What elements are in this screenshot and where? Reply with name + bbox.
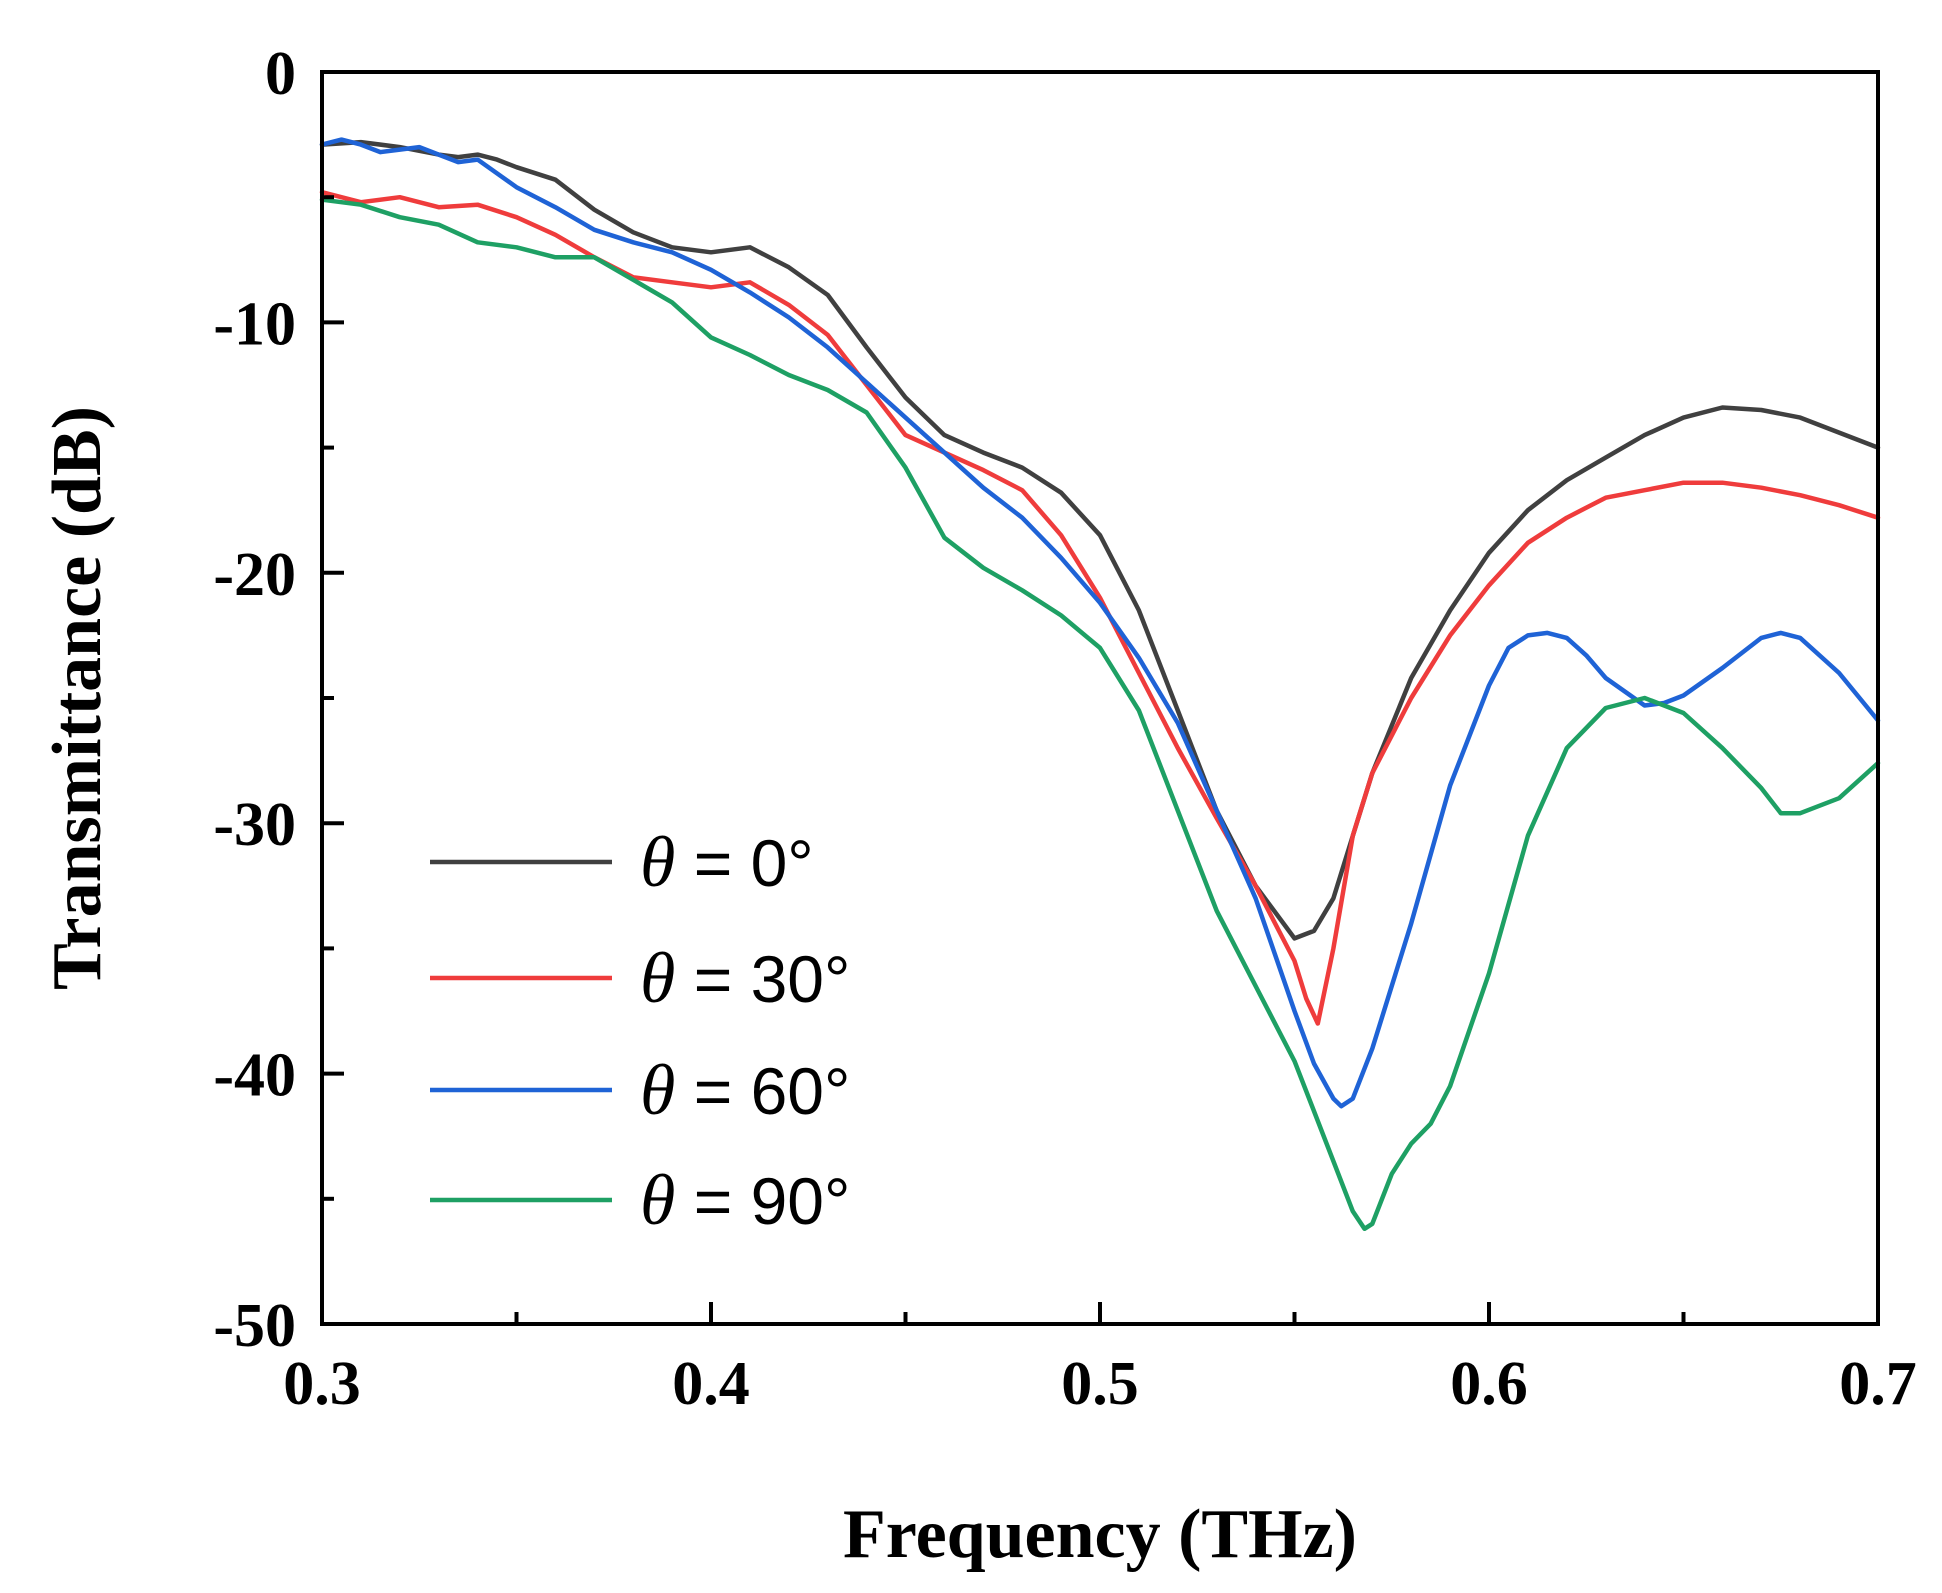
- x-tick-label: 0.5: [1061, 1350, 1139, 1418]
- legend-label-3: θ = 90°: [640, 1160, 850, 1240]
- legend-symbol: θ: [640, 1050, 675, 1130]
- legend-value: = 0°: [675, 826, 813, 900]
- y-tick-label: -40: [213, 1042, 296, 1110]
- legend-label-2: θ = 60°: [640, 1050, 850, 1130]
- legend-value: = 60°: [675, 1054, 850, 1128]
- series-layer: [319, 137, 1881, 1232]
- y-tick-label: -50: [213, 1292, 296, 1360]
- x-axis-ticks: 0.3 0.4 0.5 0.6 0.7: [283, 1302, 1917, 1418]
- legend-label-0: θ = 0°: [640, 822, 814, 902]
- x-axis-title: Frequency (THz): [843, 1496, 1357, 1573]
- x-tick-label: 0.3: [283, 1350, 361, 1418]
- legend-symbol: θ: [640, 1160, 675, 1240]
- series-line-3: [319, 197, 1881, 1232]
- y-tick-label: 0: [265, 40, 296, 108]
- y-axis-ticks: 0 -10 -20 -30 -40 -50: [213, 40, 344, 1360]
- y-tick-label: -20: [213, 541, 296, 609]
- y-axis-title: Transmittance (dB): [39, 406, 116, 990]
- x-tick-label: 0.4: [672, 1350, 750, 1418]
- legend-label-1: θ = 30°: [640, 938, 850, 1018]
- x-tick-label: 0.7: [1839, 1350, 1917, 1418]
- legend-value: = 30°: [675, 942, 850, 1016]
- x-tick-label: 0.6: [1450, 1350, 1528, 1418]
- y-tick-label: -10: [213, 290, 296, 358]
- legend-value: = 90°: [675, 1164, 850, 1238]
- legend: θ = 0°θ = 30°θ = 60°θ = 90°: [430, 822, 850, 1240]
- series-line-2: [319, 137, 1881, 1109]
- legend-symbol: θ: [640, 938, 675, 1018]
- legend-symbol: θ: [640, 822, 675, 902]
- series-line-1: [319, 189, 1881, 1026]
- series-line-0: [319, 139, 1881, 941]
- y-tick-label: -30: [213, 791, 296, 859]
